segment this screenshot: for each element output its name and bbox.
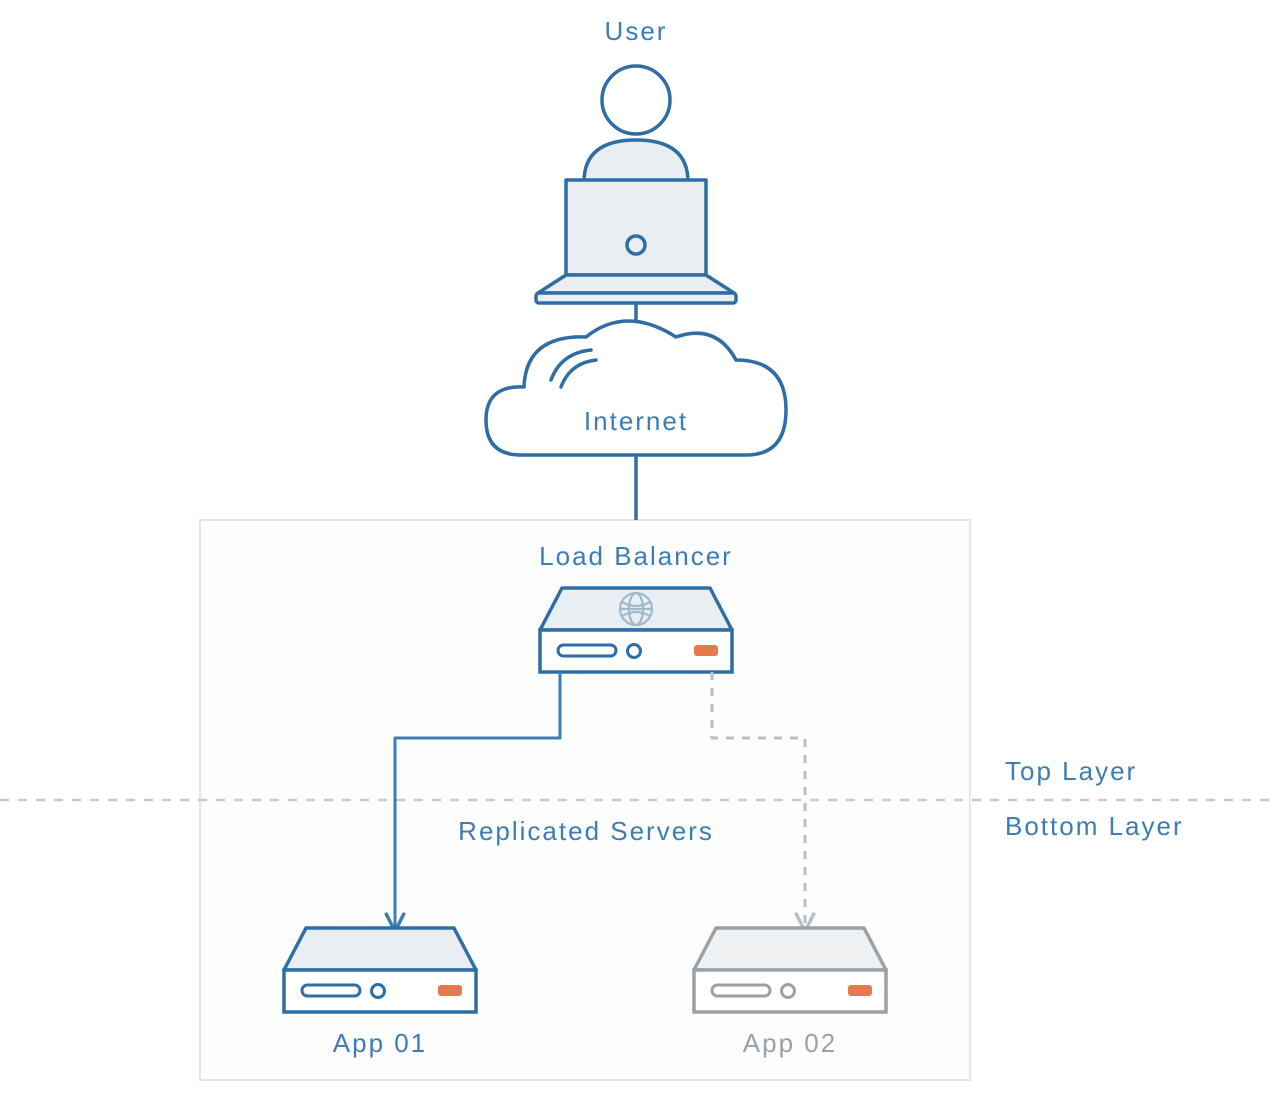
bottom-layer-label: Bottom Layer: [1005, 811, 1184, 841]
top-layer-label: Top Layer: [1005, 756, 1137, 786]
app02-icon: [694, 928, 886, 1012]
laptop-icon: [536, 180, 736, 303]
architecture-diagram: Top Layer Bottom Layer User Internet Loa…: [0, 0, 1272, 1108]
lb-led: [694, 645, 718, 656]
user-icon: [584, 66, 688, 182]
user-label: User: [605, 16, 668, 46]
app01-label: App 01: [333, 1028, 427, 1058]
app01-icon: [284, 928, 476, 1012]
internet-label: Internet: [584, 406, 688, 436]
load-balancer-icon: [540, 588, 732, 672]
app01-led: [438, 985, 462, 996]
load-balancer-label: Load Balancer: [539, 541, 733, 571]
app02-label: App 02: [743, 1028, 837, 1058]
app02-led: [848, 985, 872, 996]
replicated-label: Replicated Servers: [458, 816, 714, 846]
